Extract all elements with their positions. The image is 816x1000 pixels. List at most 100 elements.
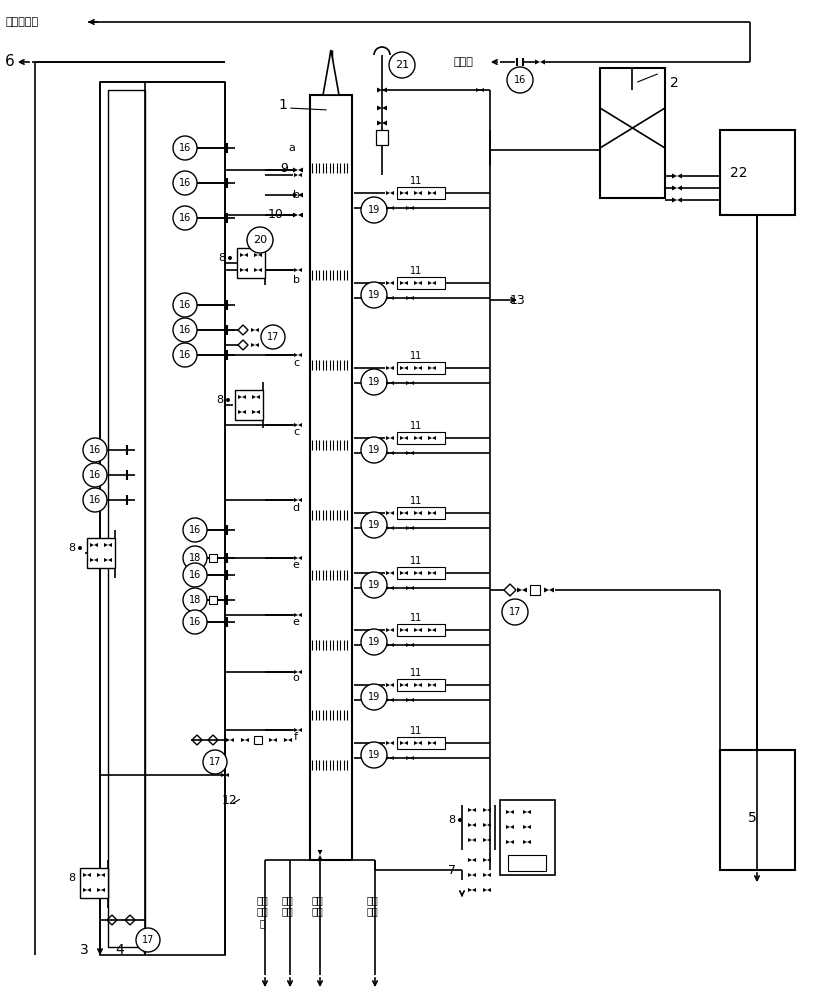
Polygon shape [258, 268, 262, 272]
Polygon shape [535, 60, 540, 64]
Polygon shape [390, 683, 394, 687]
Polygon shape [527, 825, 531, 829]
Polygon shape [483, 838, 487, 842]
Circle shape [183, 518, 207, 542]
Polygon shape [298, 167, 303, 172]
Polygon shape [400, 571, 404, 575]
Polygon shape [432, 571, 436, 575]
Polygon shape [432, 191, 436, 195]
Bar [209, 554, 217, 562]
Polygon shape [298, 192, 303, 198]
Polygon shape [390, 526, 394, 530]
Circle shape [361, 572, 387, 598]
Text: 19: 19 [368, 377, 380, 387]
Polygon shape [418, 628, 422, 632]
Text: 8: 8 [68, 873, 75, 883]
Polygon shape [377, 120, 382, 125]
Polygon shape [410, 381, 414, 385]
Polygon shape [432, 511, 436, 515]
Polygon shape [506, 840, 510, 844]
Polygon shape [406, 586, 410, 590]
Polygon shape [386, 511, 390, 515]
Bar [376, 130, 388, 145]
Polygon shape [377, 88, 382, 93]
Polygon shape [254, 268, 258, 272]
Circle shape [361, 282, 387, 308]
Polygon shape [386, 683, 390, 687]
Polygon shape [390, 628, 394, 632]
Polygon shape [97, 873, 101, 877]
Polygon shape [104, 543, 108, 547]
Polygon shape [468, 838, 472, 842]
Text: 12: 12 [222, 794, 237, 806]
Bar [508, 855, 546, 871]
Text: 19: 19 [368, 580, 380, 590]
Circle shape [203, 750, 227, 774]
Text: 17: 17 [142, 935, 154, 945]
Text: 19: 19 [368, 290, 380, 300]
Circle shape [226, 398, 230, 402]
Polygon shape [414, 191, 418, 195]
Polygon shape [294, 173, 298, 177]
Polygon shape [390, 698, 394, 702]
Polygon shape [108, 558, 112, 562]
Circle shape [78, 546, 82, 550]
Bar [237, 248, 265, 278]
Polygon shape [404, 571, 408, 575]
Circle shape [228, 256, 232, 260]
Polygon shape [386, 296, 390, 300]
Polygon shape [298, 728, 302, 732]
Polygon shape [273, 738, 277, 742]
Polygon shape [108, 543, 112, 547]
Polygon shape [410, 206, 414, 210]
Polygon shape [386, 191, 390, 195]
Text: 9: 9 [280, 161, 288, 174]
Text: 18: 18 [188, 595, 201, 605]
Polygon shape [323, 50, 339, 95]
Polygon shape [428, 511, 432, 515]
Text: 16: 16 [188, 570, 201, 580]
Bar [530, 585, 540, 595]
Text: 1: 1 [278, 98, 287, 112]
Circle shape [361, 629, 387, 655]
Polygon shape [225, 773, 229, 777]
Text: 16: 16 [179, 213, 191, 223]
Circle shape [173, 293, 197, 317]
Polygon shape [386, 451, 390, 455]
Polygon shape [406, 643, 410, 647]
Text: 热水
上水: 热水 上水 [366, 895, 378, 917]
Polygon shape [487, 838, 491, 842]
Text: 11: 11 [410, 421, 422, 431]
Bar [397, 187, 445, 199]
Bar [310, 95, 352, 860]
Polygon shape [468, 823, 472, 827]
Polygon shape [83, 873, 87, 877]
Text: 去泄
压槽: 去泄 压槽 [311, 895, 323, 917]
Text: 2: 2 [670, 76, 679, 90]
Bar [254, 736, 262, 744]
Polygon shape [428, 683, 432, 687]
Polygon shape [480, 88, 484, 92]
Polygon shape [522, 587, 527, 592]
Polygon shape [390, 366, 394, 370]
Circle shape [83, 488, 107, 512]
Text: b: b [292, 275, 299, 285]
Text: 20: 20 [253, 235, 267, 245]
Polygon shape [400, 436, 404, 440]
Polygon shape [390, 451, 394, 455]
Text: e: e [293, 617, 299, 627]
Polygon shape [317, 850, 322, 855]
Polygon shape [406, 381, 410, 385]
Polygon shape [382, 88, 387, 93]
Polygon shape [269, 738, 273, 742]
Polygon shape [523, 810, 527, 814]
Polygon shape [87, 873, 91, 877]
Polygon shape [226, 738, 230, 742]
Text: 22: 22 [730, 166, 747, 180]
Text: 11: 11 [410, 556, 422, 566]
Text: 16: 16 [89, 495, 101, 505]
Polygon shape [527, 840, 531, 844]
Polygon shape [432, 436, 436, 440]
Polygon shape [241, 738, 245, 742]
Polygon shape [406, 756, 410, 760]
